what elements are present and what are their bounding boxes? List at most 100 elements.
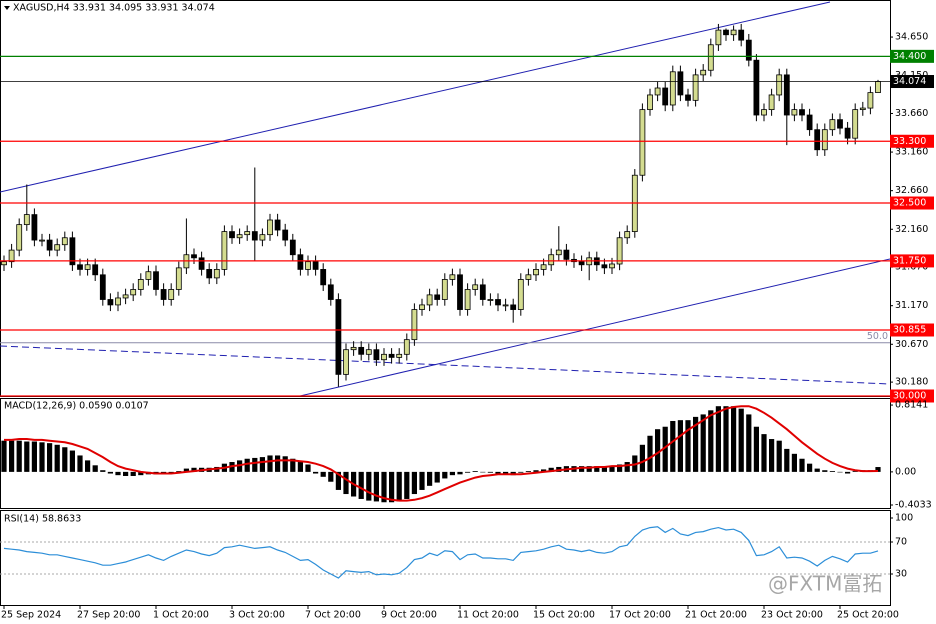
candle-body <box>616 237 623 265</box>
current-price-box <box>890 75 934 89</box>
macd-bar <box>670 420 676 472</box>
macd-bar <box>525 471 531 472</box>
candle-body <box>495 299 501 306</box>
fib-level-label: 50.0 <box>867 331 888 342</box>
candle-body <box>563 249 570 260</box>
macd-bar <box>343 471 349 495</box>
macd-bar <box>282 456 288 472</box>
macd-bar <box>434 471 440 483</box>
x-tick-label: 21 Oct 20:00 <box>685 610 747 621</box>
candle-body <box>426 294 433 306</box>
candle-body <box>92 264 99 276</box>
candle-body <box>517 279 524 310</box>
candle-body <box>244 231 251 236</box>
candle-body <box>844 127 851 139</box>
candle-body <box>54 244 61 251</box>
candle-body <box>814 129 821 151</box>
macd-bar <box>358 471 364 499</box>
macd-bar <box>419 471 425 490</box>
panel-title: RSI(14) 58.8633 <box>4 514 81 525</box>
candle-body <box>221 231 228 270</box>
candle-body <box>540 264 547 270</box>
macd-bar <box>541 469 547 472</box>
level-label-box <box>890 134 934 148</box>
level-label-box <box>890 323 934 337</box>
macd-bar <box>738 408 744 472</box>
macd-bar <box>624 462 630 472</box>
candle-body <box>1 261 7 266</box>
candle-body <box>175 267 182 290</box>
y-tick-label: 33.160 <box>895 147 928 158</box>
macd-bar <box>275 455 281 472</box>
candle-body <box>700 69 707 76</box>
candle-body <box>312 261 319 270</box>
candle-body <box>403 339 410 355</box>
macd-bar <box>381 471 387 503</box>
macd-bar <box>107 471 113 474</box>
y-tick-label: 30.670 <box>895 339 928 350</box>
macd-bar <box>784 448 790 472</box>
candle-body <box>434 294 441 300</box>
candle-body <box>624 231 631 239</box>
macd-bar <box>183 468 189 472</box>
y-tick-label: 33.660 <box>895 108 928 119</box>
macd-bar <box>807 463 813 472</box>
y-tick-label: 34.650 <box>895 32 928 43</box>
macd-bar <box>814 468 820 472</box>
level-label: 31.750 <box>893 255 926 266</box>
candle-body <box>829 119 836 131</box>
candle-body <box>768 94 775 111</box>
macd-bar <box>746 414 752 472</box>
macd-bar <box>799 458 805 472</box>
macd-bar <box>708 410 714 472</box>
candle-body <box>555 249 562 256</box>
macd-bar <box>715 406 721 472</box>
candle-body <box>350 346 357 351</box>
macd-bar <box>723 406 729 472</box>
macd-bar <box>601 466 607 472</box>
candle-body <box>730 29 737 36</box>
macd-bar <box>320 471 326 477</box>
level-label: 34.400 <box>893 51 926 62</box>
macd-bar <box>1 440 7 472</box>
level-label-box <box>890 389 934 403</box>
candle-body <box>609 263 615 269</box>
level-label-box <box>890 254 934 268</box>
macd-bar <box>191 467 197 472</box>
candle-body <box>259 234 266 241</box>
macd-bar <box>769 439 775 472</box>
candle-body <box>662 87 669 106</box>
candle-body <box>23 214 30 226</box>
macd-bar <box>138 471 144 476</box>
candle-body <box>738 29 745 41</box>
candle-body <box>99 274 106 300</box>
candle-body <box>160 289 167 300</box>
macd-bar <box>852 471 858 472</box>
macd-bar <box>130 471 136 476</box>
x-tick-label: 25 Sep 2024 <box>1 610 61 621</box>
x-tick-label: 3 Oct 20:00 <box>229 610 285 621</box>
candle-body <box>320 269 327 286</box>
macd-bar <box>373 471 379 502</box>
candle-body <box>647 94 653 111</box>
candle-body <box>16 224 23 251</box>
candle-body <box>153 271 159 290</box>
x-tick-label: 23 Oct 20:00 <box>761 610 823 621</box>
x-tick-label: 11 Oct 20:00 <box>457 610 519 621</box>
rsi-line <box>3 526 879 579</box>
candle-body <box>69 237 76 266</box>
macd-bar <box>845 471 851 474</box>
candle-body <box>61 237 68 246</box>
candle-body <box>502 304 509 307</box>
candle-body <box>229 231 235 239</box>
candle-body <box>487 299 494 301</box>
candle-body <box>388 353 395 358</box>
macd-bar <box>252 457 258 472</box>
candle-body <box>419 304 425 310</box>
macd-bar <box>328 471 334 482</box>
macd-bar <box>776 440 782 472</box>
candle-body <box>115 297 121 306</box>
candle-body <box>297 254 304 270</box>
candle-body <box>122 294 129 299</box>
candle-body <box>130 289 137 296</box>
